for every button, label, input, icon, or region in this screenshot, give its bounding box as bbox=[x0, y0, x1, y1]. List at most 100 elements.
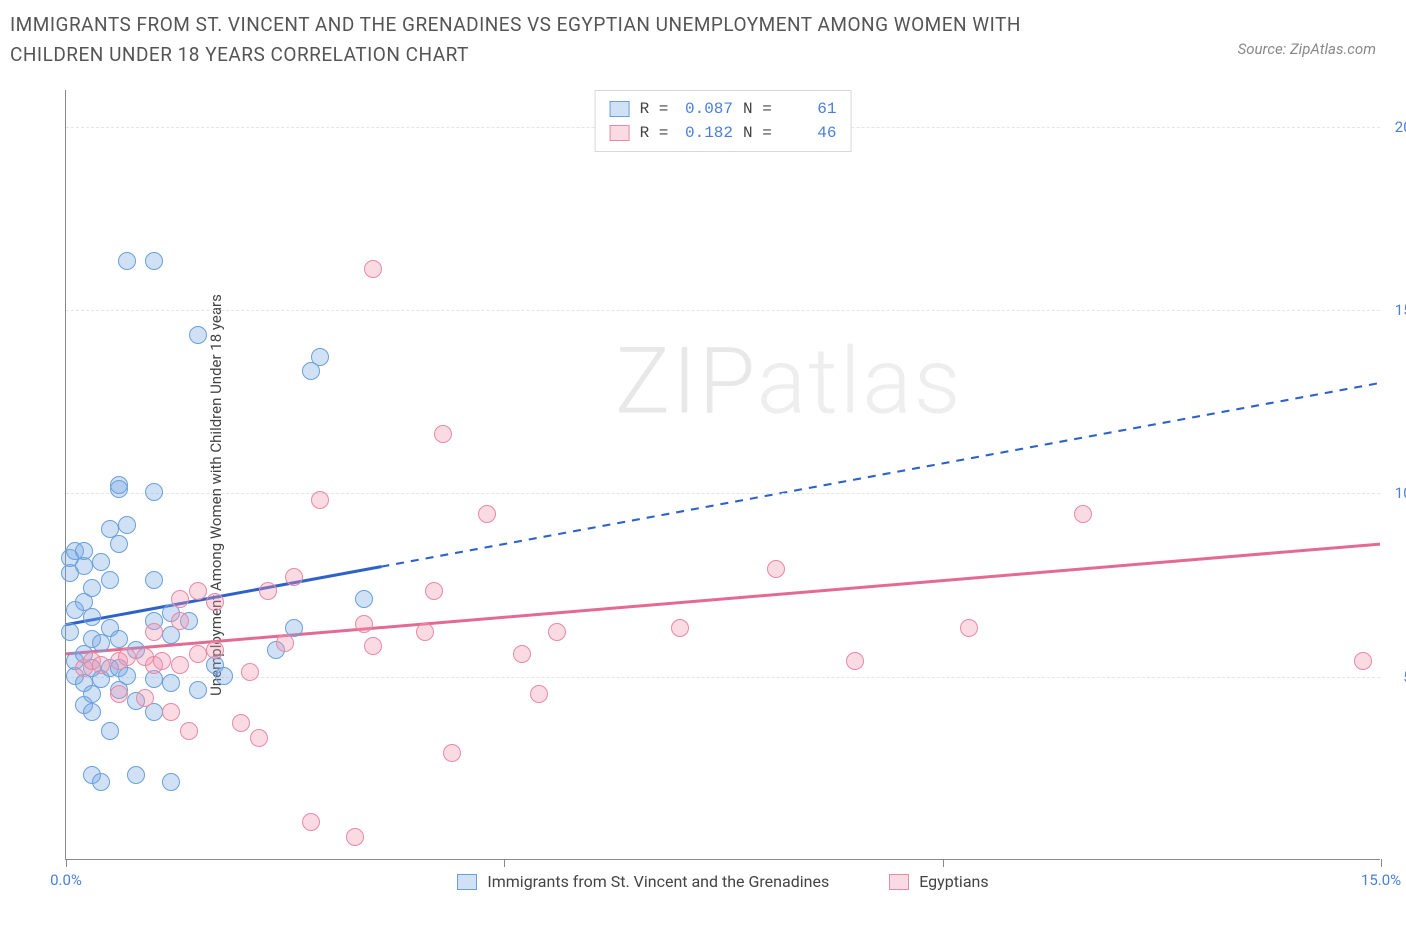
data-point bbox=[189, 645, 207, 663]
data-point bbox=[276, 634, 294, 652]
legend-item: Immigrants from St. Vincent and the Gren… bbox=[457, 872, 829, 891]
y-tick-label: 20.0% bbox=[1385, 118, 1406, 136]
data-point bbox=[285, 568, 303, 586]
data-point bbox=[513, 645, 531, 663]
data-point bbox=[206, 641, 224, 659]
legend-label: Immigrants from St. Vincent and the Gren… bbox=[487, 872, 829, 891]
data-point bbox=[232, 714, 250, 732]
source-label: Source: ZipAtlas.com bbox=[1238, 40, 1376, 58]
data-point bbox=[110, 476, 128, 494]
legend-swatch-pink bbox=[889, 874, 909, 890]
data-point bbox=[171, 656, 189, 674]
legend-item: Egyptians bbox=[889, 872, 988, 891]
data-point bbox=[127, 766, 145, 784]
data-point bbox=[259, 582, 277, 600]
data-point bbox=[92, 656, 110, 674]
data-point bbox=[767, 560, 785, 578]
data-point bbox=[110, 685, 128, 703]
data-point bbox=[364, 260, 382, 278]
legend-label: Egyptians bbox=[919, 872, 988, 891]
stats-legend-row: R = 0.087 N = 61 bbox=[610, 97, 837, 121]
data-point bbox=[425, 582, 443, 600]
data-point bbox=[162, 703, 180, 721]
x-tick bbox=[504, 859, 505, 867]
data-point bbox=[434, 425, 452, 443]
watermark: ZIPatlas bbox=[615, 329, 962, 436]
data-point bbox=[110, 535, 128, 553]
data-point bbox=[171, 612, 189, 630]
r-value: 0.087 bbox=[678, 97, 733, 121]
plot-area: ZIPatlas R = 0.087 N = 61 R = 0.182 N = … bbox=[65, 90, 1380, 860]
data-point bbox=[145, 252, 163, 270]
data-point bbox=[171, 590, 189, 608]
gridline bbox=[66, 493, 1380, 494]
data-point bbox=[153, 652, 171, 670]
legend-swatch-pink bbox=[610, 125, 630, 141]
n-value: 61 bbox=[781, 97, 836, 121]
data-point bbox=[416, 623, 434, 641]
legend-swatch-blue bbox=[610, 101, 630, 117]
data-point bbox=[110, 630, 128, 648]
stats-legend: R = 0.087 N = 61 R = 0.182 N = 46 bbox=[595, 90, 852, 152]
data-point bbox=[846, 652, 864, 670]
y-tick-label: 5.0% bbox=[1385, 668, 1406, 686]
data-point bbox=[241, 663, 259, 681]
x-tick bbox=[943, 859, 944, 867]
y-tick-label: 10.0% bbox=[1385, 484, 1406, 502]
data-point bbox=[101, 571, 119, 589]
n-value: 46 bbox=[781, 121, 836, 145]
x-tick bbox=[1381, 859, 1382, 867]
legend-swatch-blue bbox=[457, 874, 477, 890]
x-tick bbox=[66, 859, 67, 867]
data-point bbox=[530, 685, 548, 703]
data-point bbox=[162, 674, 180, 692]
data-point bbox=[189, 582, 207, 600]
data-point bbox=[1354, 652, 1372, 670]
data-point bbox=[250, 729, 268, 747]
data-point bbox=[548, 623, 566, 641]
data-point bbox=[118, 252, 136, 270]
stats-legend-row: R = 0.182 N = 46 bbox=[610, 121, 837, 145]
data-point bbox=[355, 590, 373, 608]
data-point bbox=[83, 579, 101, 597]
data-point bbox=[189, 326, 207, 344]
x-tick-label: 0.0% bbox=[50, 871, 82, 889]
gridline bbox=[66, 310, 1380, 311]
data-point bbox=[960, 619, 978, 637]
data-point bbox=[478, 505, 496, 523]
y-tick-label: 15.0% bbox=[1385, 301, 1406, 319]
data-point bbox=[118, 648, 136, 666]
data-point bbox=[145, 623, 163, 641]
data-point bbox=[215, 667, 233, 685]
data-point bbox=[145, 483, 163, 501]
gridline bbox=[66, 677, 1380, 678]
data-point bbox=[206, 593, 224, 611]
data-point bbox=[443, 744, 461, 762]
data-point bbox=[136, 689, 154, 707]
data-point bbox=[1074, 505, 1092, 523]
correlation-chart: Unemployment Among Women with Children U… bbox=[20, 80, 1390, 910]
series-legend: Immigrants from St. Vincent and the Gren… bbox=[66, 872, 1380, 891]
x-tick-label: 15.0% bbox=[1361, 871, 1401, 889]
data-point bbox=[346, 828, 364, 846]
r-value: 0.182 bbox=[678, 121, 733, 145]
data-point bbox=[189, 681, 207, 699]
data-point bbox=[92, 773, 110, 791]
page-title: IMMIGRANTS FROM ST. VINCENT AND THE GREN… bbox=[10, 10, 1110, 71]
data-point bbox=[101, 722, 119, 740]
data-point bbox=[118, 516, 136, 534]
data-point bbox=[302, 813, 320, 831]
data-point bbox=[61, 623, 79, 641]
data-point bbox=[162, 773, 180, 791]
data-point bbox=[355, 615, 373, 633]
data-point bbox=[364, 637, 382, 655]
data-point bbox=[75, 542, 93, 560]
data-point bbox=[145, 571, 163, 589]
data-point bbox=[83, 703, 101, 721]
data-point bbox=[92, 553, 110, 571]
data-point bbox=[671, 619, 689, 637]
data-point bbox=[83, 608, 101, 626]
data-point bbox=[311, 491, 329, 509]
data-point bbox=[180, 722, 198, 740]
data-point bbox=[311, 348, 329, 366]
